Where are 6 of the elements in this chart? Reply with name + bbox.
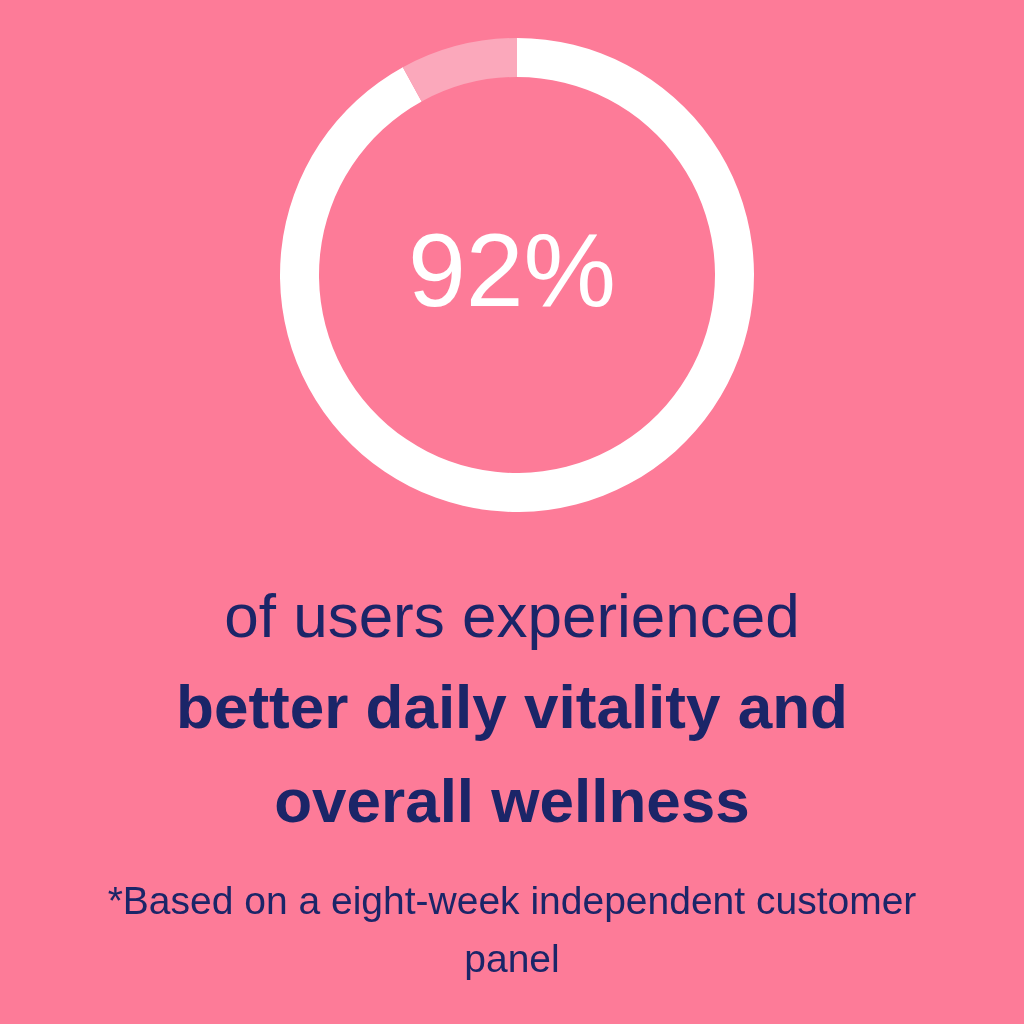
text: better daily vitality and overall wellness <box>175 671 849 837</box>
donut-slice <box>402 38 517 102</box>
donut-slice <box>280 38 754 512</box>
text: *Based on a eight-week independent customer panel <box>106 878 918 982</box>
text: of users experienced <box>223 580 801 652</box>
data-label: 92% <box>407 212 617 328</box>
